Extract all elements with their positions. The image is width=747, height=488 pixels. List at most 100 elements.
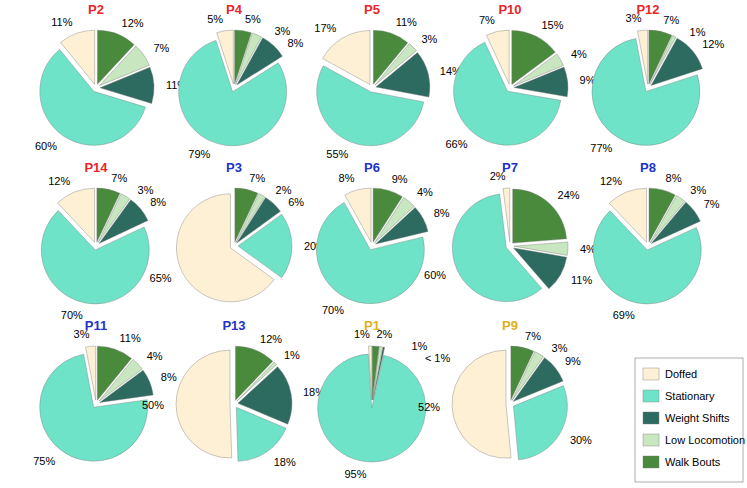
data-labels: 1%95%< 1%1%2%: [344, 328, 450, 480]
data-label: 12%: [48, 175, 70, 187]
pie-title: P8: [640, 160, 656, 175]
legend-label: Doffed: [665, 368, 697, 380]
pie-title: P14: [84, 160, 108, 175]
legend-frame: [635, 358, 743, 482]
pie-slice: [514, 242, 568, 255]
data-label: 8%: [666, 172, 682, 184]
data-label: 12%: [260, 333, 282, 345]
data-label: 12%: [702, 38, 724, 50]
data-label: 7%: [525, 330, 541, 342]
slices: [592, 30, 702, 145]
legend: DoffedStationaryWeight ShiftsLow Locomot…: [635, 358, 745, 482]
pie-slice: [97, 188, 120, 242]
data-label: 8%: [150, 196, 166, 208]
data-labels: 52% 30% 9%3% 7%: [418, 330, 592, 447]
pie-title: P6: [364, 160, 380, 175]
data-label: 50%: [142, 399, 164, 411]
data-label: 6%: [288, 196, 304, 208]
data-label: 7%: [663, 14, 679, 26]
data-labels: 50%18%18%1%12%: [142, 333, 325, 468]
legend-swatch: [643, 390, 659, 402]
pie-slice: [373, 346, 383, 400]
pie-slice: [235, 30, 252, 84]
data-label: 75%: [33, 455, 55, 467]
legend-entry: Doffed: [643, 368, 697, 380]
slices: [41, 188, 149, 304]
data-label: 52%: [418, 401, 440, 413]
slices: [318, 346, 426, 462]
data-label: 11%: [571, 274, 592, 286]
data-label: 3%: [421, 33, 437, 45]
data-label: 18%: [274, 456, 296, 468]
pie-slice: [97, 30, 134, 84]
legend-entry: Weight Shifts: [643, 412, 730, 424]
data-label: 3%: [74, 328, 90, 340]
slices: [179, 30, 287, 146]
data-labels: 2%60%11%4%24%: [424, 170, 596, 286]
data-label: 7%: [704, 198, 720, 210]
slices: [317, 30, 430, 146]
legend-entry: Walk Bouts: [643, 456, 721, 468]
slices: [316, 188, 428, 304]
data-labels: 7%66%9%4%15%: [445, 14, 595, 150]
data-labels: 3%75%8%4%11%: [33, 328, 177, 467]
data-labels: 5%79%8%3%5%: [188, 13, 303, 160]
data-label: 1%: [690, 26, 706, 38]
pie-panel: P123%77%12%1%7%: [590, 2, 724, 154]
data-label: < 1%: [425, 352, 451, 364]
data-label: 4%: [417, 186, 433, 198]
data-label: 11%: [396, 16, 417, 28]
pie-panel: P68%70%8%4%9%: [316, 160, 449, 316]
pie-title: P10: [498, 2, 521, 17]
pie-panel: P113%75%8%4%11%: [33, 318, 177, 467]
pie-panel: P107%66%9%4%15%: [445, 2, 595, 150]
slices: [452, 188, 568, 302]
data-label: 30%: [570, 434, 592, 446]
data-label: 3%: [274, 25, 290, 37]
data-label: 11%: [51, 16, 72, 28]
slices: [452, 346, 567, 460]
slices: [593, 188, 701, 304]
pie-title: P4: [226, 2, 243, 17]
pie-title: P9: [502, 318, 518, 333]
pie-slice: [235, 346, 272, 400]
data-label: 60%: [35, 140, 57, 152]
data-label: 1%: [354, 328, 370, 340]
data-label: 3%: [552, 342, 568, 354]
pie-slice: [373, 30, 407, 84]
pie-title: P5: [364, 2, 380, 17]
data-label: 9%: [565, 355, 581, 367]
pie-title: P13: [222, 318, 245, 333]
data-label: 79%: [188, 148, 210, 160]
legend-entry: Low Locomotion: [643, 434, 745, 446]
slices: [176, 188, 292, 302]
data-labels: 12%69%7%3%8%: [600, 172, 720, 320]
figure: P211%60%11%7%12%P45%79%8%3%5%P517%55%14%…: [0, 0, 747, 488]
pie-slice: [235, 188, 258, 242]
legend-swatch: [643, 456, 659, 468]
data-label: 8%: [161, 371, 177, 383]
data-label: 2%: [276, 184, 292, 196]
pie-slice: [649, 30, 672, 84]
data-label: 3%: [138, 184, 154, 196]
data-label: 55%: [326, 148, 348, 160]
data-label: 12%: [122, 17, 144, 29]
data-label: 3%: [626, 12, 642, 24]
pie-panel: P72%60%11%4%24%: [424, 160, 596, 302]
data-label: 8%: [339, 172, 355, 184]
data-label: 2%: [376, 328, 392, 340]
data-label: 65%: [150, 272, 172, 284]
pie-slice: [649, 188, 675, 242]
pie-panel: P1412%70%8%3%7%: [41, 160, 166, 321]
data-label: 8%: [288, 37, 304, 49]
data-label: 69%: [613, 309, 635, 321]
data-labels: 11%60%11%7%12%: [35, 16, 187, 152]
chart-root: P211%60%11%7%12%P45%79%8%3%5%P517%55%14%…: [0, 0, 747, 488]
data-label: 60%: [424, 269, 446, 281]
slices: [40, 346, 154, 461]
pie-slice: [40, 354, 148, 461]
legend-label: Low Locomotion: [665, 434, 745, 446]
pie-panel: P1350%18%18%1%12%: [142, 318, 325, 468]
data-label: 7%: [111, 172, 127, 184]
legend-swatch: [643, 368, 659, 380]
